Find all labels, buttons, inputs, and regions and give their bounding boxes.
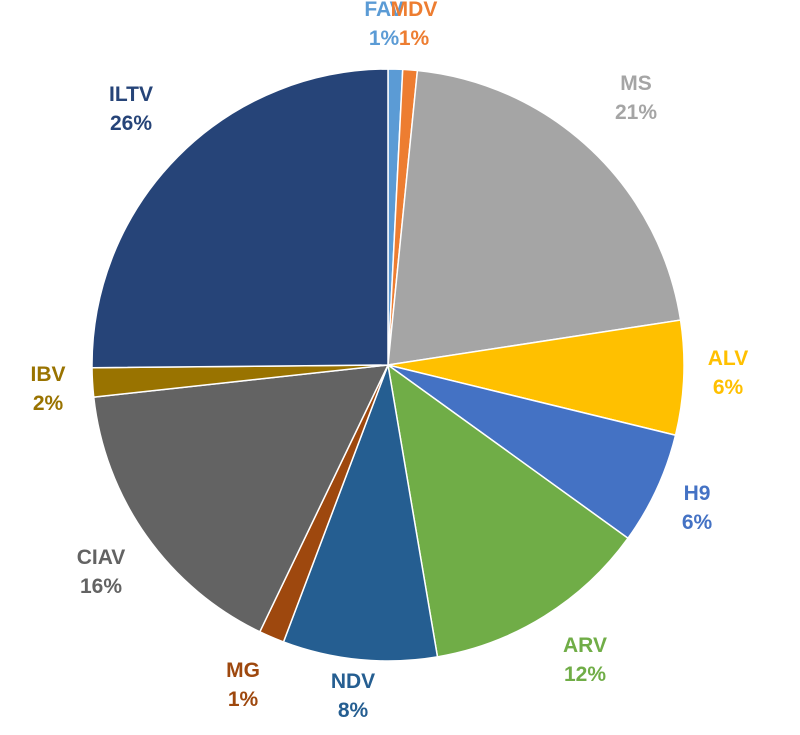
data-label-arv: ARV 12% [563, 634, 607, 686]
data-label-ibv: IBV 2% [30, 363, 65, 415]
pie-slice-ms [387, 69, 682, 366]
category-label: ARV [563, 634, 607, 657]
category-label: CIAV [77, 546, 126, 569]
pie-slice-iltv [91, 68, 389, 369]
percent-label: 8% [338, 699, 369, 722]
category-label: MG [226, 659, 260, 682]
percent-label: 26% [110, 112, 152, 135]
percent-label: 1% [228, 688, 259, 711]
pie-labels: FAV 1%MDV 1%MS 21%ALV 6%H9 6%ARV 12%NDV 8%MG 1%C… [30, 0, 748, 722]
category-label: NDV [331, 670, 375, 693]
category-label: MS [620, 72, 652, 95]
data-label-fav: FAV 1% [364, 0, 403, 50]
percent-label: 12% [564, 663, 606, 686]
pie-slice-ndv [282, 362, 439, 662]
category-label: H9 [684, 482, 711, 505]
data-label-ms: MS 21% [615, 72, 657, 124]
pie-slice-alv [387, 319, 685, 437]
percent-label: 6% [713, 376, 744, 399]
data-label-h9: H9 6% [682, 482, 713, 534]
data-label-alv: ALV 6% [708, 347, 748, 399]
category-label: FAV [364, 0, 403, 21]
category-label: MDV [391, 0, 438, 21]
data-label-ndv: NDV 8% [331, 670, 375, 722]
category-label: IBV [30, 363, 65, 386]
percent-label: 1% [369, 27, 400, 50]
percent-label: 6% [682, 511, 713, 534]
pie-slice-arv [386, 363, 630, 658]
pie-slices [91, 68, 685, 662]
percent-label: 2% [33, 392, 64, 415]
percent-label: 16% [80, 575, 122, 598]
percent-label: 21% [615, 101, 657, 124]
category-label: ALV [708, 347, 748, 370]
data-label-iltv: ILTV 26% [109, 83, 153, 135]
percent-label: 1% [399, 27, 430, 50]
category-label: ILTV [109, 83, 153, 106]
data-label-ciav: CIAV 16% [77, 546, 126, 598]
data-label-mg: MG 1% [226, 659, 260, 711]
data-label-mdv: MDV 1% [391, 0, 438, 50]
pie-slice-ciav [92, 364, 390, 633]
